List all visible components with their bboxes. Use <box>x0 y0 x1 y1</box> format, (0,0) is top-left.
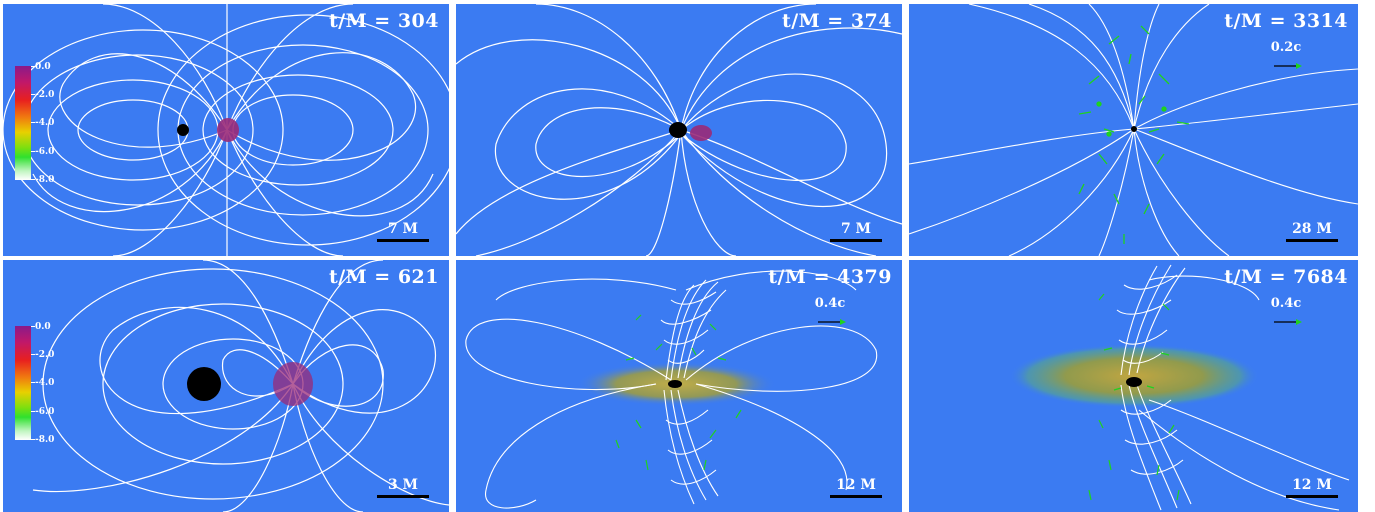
length-scale-label: 28 M <box>1292 221 1332 237</box>
colorbar-tick-label: 0.0 <box>35 62 51 72</box>
length-scale: 12 M <box>830 477 882 498</box>
time-label: t/M = 374 <box>781 10 892 32</box>
black-hole <box>668 380 682 388</box>
colorbar-tick-label: -4.0 <box>35 378 55 388</box>
black-hole <box>669 122 687 138</box>
black-hole <box>177 124 189 136</box>
field-lines <box>1009 264 1350 511</box>
velocity-scale: 0.4c <box>810 296 850 330</box>
panel-3: t/M = 3314 0.2c 28 M <box>909 4 1358 256</box>
velocity-arrow <box>818 319 846 325</box>
length-scale-bar <box>1286 495 1338 498</box>
neutron-star <box>273 362 313 406</box>
colorbar-tick-label: -4.0 <box>35 118 55 128</box>
black-hole <box>1131 126 1137 132</box>
length-scale-label: 12 M <box>1292 477 1332 493</box>
length-scale: 7 M <box>830 221 882 242</box>
length-scale-label: 3 M <box>387 477 419 493</box>
velocity-arrow <box>1274 319 1302 325</box>
time-label: t/M = 621 <box>328 266 439 288</box>
length-scale-bar <box>377 239 429 242</box>
colorbar-tick-label: -2.0 <box>35 90 55 100</box>
panel-5: t/M = 4379 0.4c 12 M <box>456 260 902 512</box>
panel-2: t/M = 374 7 M <box>456 4 902 256</box>
panel-6: t/M = 7684 0.4c 12 M <box>909 260 1358 512</box>
colorbar-tick-label: -6.0 <box>35 147 55 157</box>
velocity-arrow <box>1274 63 1302 69</box>
field-lines <box>3 4 449 256</box>
time-label: t/M = 4379 <box>768 266 892 288</box>
field-lines <box>909 4 1358 256</box>
length-scale: 3 M <box>377 477 429 498</box>
colorbar-tick-label: 0.0 <box>35 322 51 332</box>
colorbar-gradient <box>15 326 31 440</box>
length-scale-label: 12 M <box>836 477 876 493</box>
length-scale: 28 M <box>1286 221 1338 242</box>
length-scale-bar <box>377 495 429 498</box>
length-scale: 12 M <box>1286 477 1338 498</box>
black-hole <box>187 367 221 401</box>
length-scale: 7 M <box>377 221 429 242</box>
colorbar-tick-label: -8.0 <box>35 435 55 445</box>
length-scale-bar <box>1286 239 1338 242</box>
density-colorbar: 0.0 -2.0 -4.0 -6.0 -8.0 <box>15 322 75 446</box>
length-scale-bar <box>830 239 882 242</box>
colorbar-tick-label: -2.0 <box>35 350 55 360</box>
length-scale-label: 7 M <box>840 221 872 237</box>
velocity-scale: 0.2c <box>1266 40 1306 74</box>
field-lines <box>456 4 902 256</box>
black-hole <box>1126 377 1142 387</box>
time-label: t/M = 3314 <box>1224 10 1348 32</box>
velocity-scale-label: 0.4c <box>1270 296 1302 311</box>
length-scale-bar <box>830 495 882 498</box>
time-label: t/M = 304 <box>328 10 439 32</box>
neutron-star <box>217 118 239 142</box>
colorbar-tick-label: -8.0 <box>35 175 55 185</box>
velocity-scale-label: 0.4c <box>814 296 846 311</box>
panel-1: t/M = 304 0.0 -2.0 -4.0 -6.0 -8.0 7 M <box>3 4 449 256</box>
velocity-scale-label: 0.2c <box>1270 40 1302 55</box>
density-colorbar: 0.0 -2.0 -4.0 -6.0 -8.0 <box>15 62 75 186</box>
accretion-disk <box>1009 344 1259 408</box>
field-lines <box>465 270 878 509</box>
panel-4: t/M = 621 0.0 -2.0 -4.0 -6.0 -8.0 3 M <box>3 260 449 512</box>
length-scale-label: 7 M <box>387 221 419 237</box>
field-lines <box>32 260 449 512</box>
velocity-scale: 0.4c <box>1266 296 1306 330</box>
neutron-star <box>690 125 712 141</box>
time-label: t/M = 7684 <box>1224 266 1348 288</box>
colorbar-gradient <box>15 66 31 180</box>
colorbar-tick-label: -6.0 <box>35 407 55 417</box>
